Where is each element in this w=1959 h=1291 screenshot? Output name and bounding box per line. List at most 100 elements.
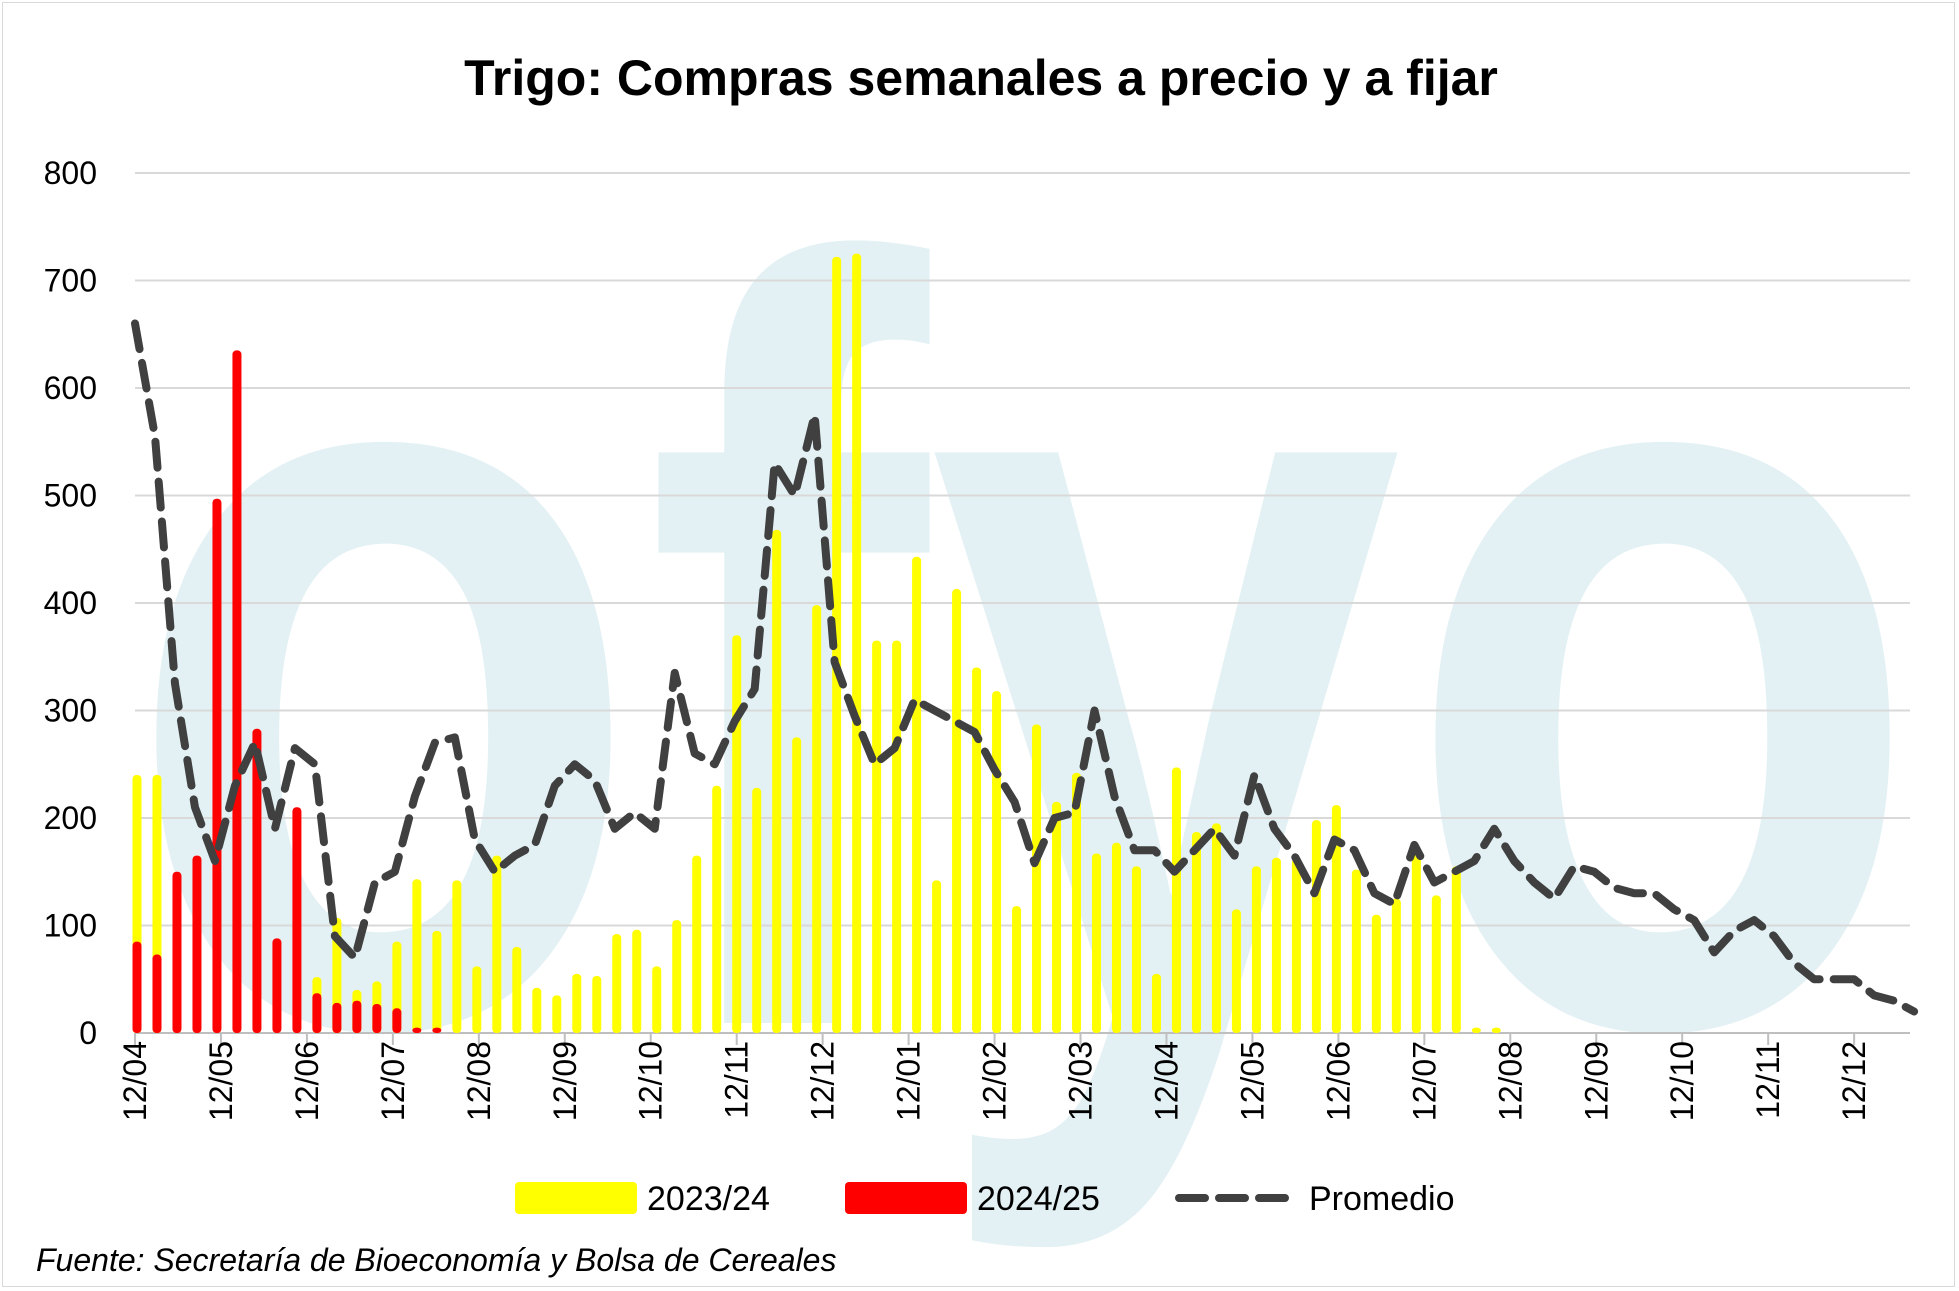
x-tick-label: 12/09 xyxy=(1578,1041,1614,1121)
y-tick-label: 600 xyxy=(44,370,97,406)
x-tick-label: 12/11 xyxy=(719,1041,755,1119)
bar-2024-25 xyxy=(292,807,302,1033)
bar-2023-24 xyxy=(1092,853,1102,1033)
x-tick-label: 12/07 xyxy=(375,1041,411,1121)
y-tick-label: 500 xyxy=(44,478,97,514)
bar-2023-24 xyxy=(512,947,522,1033)
x-tick-label: 12/08 xyxy=(461,1041,497,1121)
x-tick-label: 12/10 xyxy=(633,1041,669,1121)
x-tick-label: 12/06 xyxy=(289,1041,325,1121)
bar-2024-25 xyxy=(352,1000,362,1033)
bar-2023-24 xyxy=(932,880,942,1033)
x-tick-label: 12/06 xyxy=(1320,1041,1356,1121)
bar-2023-24 xyxy=(632,929,642,1033)
x-tick-label: 12/12 xyxy=(805,1041,841,1121)
bar-2023-24 xyxy=(1012,906,1022,1033)
bar-2024-25 xyxy=(132,941,142,1033)
bar-2023-24 xyxy=(1471,1027,1481,1033)
bar-2023-24 xyxy=(452,880,462,1033)
x-tick-label: 12/08 xyxy=(1492,1041,1528,1121)
bar-2023-24 xyxy=(592,976,602,1033)
bar-2023-24 xyxy=(1431,895,1441,1033)
x-tick-label: 12/04 xyxy=(117,1041,153,1121)
bar-2023-24 xyxy=(532,987,542,1033)
bar-2024-25 xyxy=(192,855,202,1033)
legend-label: Promedio xyxy=(1309,1180,1455,1218)
watermark-logo: ofyo xyxy=(123,45,1923,1259)
bar-2023-24 xyxy=(472,966,482,1033)
x-tick-label: 12/05 xyxy=(1234,1041,1270,1121)
bar-2024-25 xyxy=(332,1002,342,1033)
bar-2023-24 xyxy=(872,640,882,1033)
bar-2024-25 xyxy=(272,938,282,1033)
bar-2023-24 xyxy=(1032,724,1042,1033)
bar-2023-24 xyxy=(912,556,922,1033)
legend-label: 2023/24 xyxy=(647,1180,770,1218)
bar-2024-25 xyxy=(392,1008,402,1033)
bar-2023-24 xyxy=(952,589,962,1033)
bar-2023-24 xyxy=(572,973,582,1033)
bar-2023-24 xyxy=(492,855,502,1033)
x-tick-label: 12/04 xyxy=(1148,1041,1184,1121)
bar-2023-24 xyxy=(972,667,982,1033)
x-tick-label: 12/01 xyxy=(891,1041,927,1121)
bar-2024-25 xyxy=(432,1027,442,1033)
bar-2024-25 xyxy=(252,728,262,1033)
bar-2023-24 xyxy=(1411,852,1421,1033)
bar-2023-24 xyxy=(1451,866,1461,1033)
legend-swatch xyxy=(515,1182,637,1214)
bar-2024-25 xyxy=(312,993,322,1033)
bar-2024-25 xyxy=(232,350,242,1033)
bar-2023-24 xyxy=(1351,869,1361,1033)
chart-svg: ofyo Trigo: Compras semanales a precio y… xyxy=(36,45,1923,1278)
watermark-text: ofyo xyxy=(123,45,1923,1259)
bar-2023-24 xyxy=(1231,909,1241,1033)
bar-2023-24 xyxy=(612,934,622,1033)
y-axis: 0 100 200 300 400 500 600 700 800 xyxy=(44,155,97,1051)
bar-2023-24 xyxy=(752,787,762,1033)
bar-2023-24 xyxy=(552,995,562,1033)
bar-2023-24 xyxy=(1211,823,1221,1033)
legend: 2023/24 2024/25 Promedio xyxy=(515,1180,1455,1218)
legend-item: 2023/24 xyxy=(515,1180,770,1218)
bar-2024-25 xyxy=(152,954,162,1033)
legend-item: Promedio xyxy=(1175,1180,1455,1218)
bar-2023-24 xyxy=(772,529,782,1033)
bar-2024-25 xyxy=(212,498,222,1034)
y-tick-label: 800 xyxy=(44,155,97,191)
x-tick-label: 12/11 xyxy=(1750,1041,1786,1119)
bar-2023-24 xyxy=(1251,866,1261,1033)
bar-2023-24 xyxy=(1291,858,1301,1033)
x-tick-label: 12/03 xyxy=(1063,1041,1099,1121)
bar-2023-24 xyxy=(992,691,1002,1033)
chart-title: Trigo: Compras semanales a precio y a fi… xyxy=(464,50,1498,106)
bar-2023-24 xyxy=(1371,914,1381,1033)
y-tick-label: 200 xyxy=(44,800,97,836)
bar-2023-24 xyxy=(732,635,742,1033)
bar-2024-25 xyxy=(412,1027,422,1033)
bar-2023-24 xyxy=(1271,857,1281,1033)
bar-2023-24 xyxy=(1112,842,1122,1033)
bar-2023-24 xyxy=(432,930,442,1033)
bar-2023-24 xyxy=(1311,820,1321,1033)
x-tick-label: 12/07 xyxy=(1406,1041,1442,1121)
promedio-line xyxy=(131,319,1919,1016)
y-tick-label: 100 xyxy=(44,908,97,944)
bar-2023-24 xyxy=(1131,866,1141,1033)
x-tick-label: 12/09 xyxy=(547,1041,583,1121)
bar-2023-24 xyxy=(1491,1027,1501,1033)
bar-2023-24 xyxy=(892,640,902,1033)
bar-series xyxy=(132,253,1501,1034)
bar-2023-24 xyxy=(1191,831,1201,1033)
bar-2023-24 xyxy=(852,253,862,1033)
bar-2023-24 xyxy=(1151,973,1161,1033)
bar-2023-24 xyxy=(672,920,682,1033)
bar-2023-24 xyxy=(1052,801,1062,1033)
x-tick-label: 12/12 xyxy=(1836,1041,1872,1121)
bar-2023-24 xyxy=(652,966,662,1033)
y-tick-label: 400 xyxy=(44,585,97,621)
bar-2023-24 xyxy=(1072,772,1082,1033)
legend-label: 2024/25 xyxy=(977,1180,1100,1218)
legend-item: 2024/25 xyxy=(845,1180,1100,1218)
